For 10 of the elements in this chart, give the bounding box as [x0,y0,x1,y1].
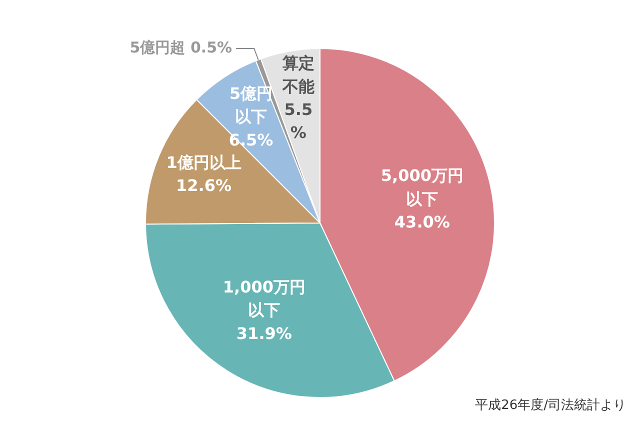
slice-label: 算定不能 [281,54,314,96]
text: 平成26年度/司法統計より [475,397,626,414]
data-label: 43.0% [394,212,450,232]
slice-label: 5億円超 0.5% [130,38,232,56]
data-label: 12.6% [176,176,232,196]
slice-label: 1,000万円以下 [222,278,306,320]
data-label: 5.5% [284,100,313,142]
data-label: 31.9% [236,324,292,343]
slice-label: 1億円以上 [166,152,242,172]
slice-label: 5,000万円以下 [380,166,464,208]
